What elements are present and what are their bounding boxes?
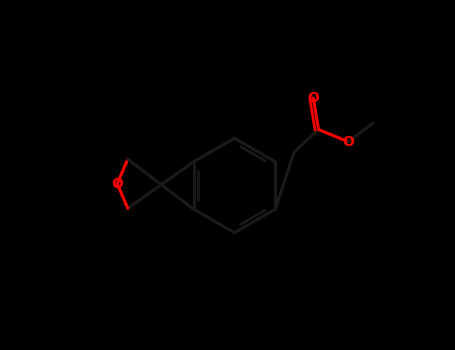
Text: O: O <box>342 135 354 149</box>
Text: O: O <box>111 177 123 191</box>
Text: O: O <box>307 91 319 105</box>
